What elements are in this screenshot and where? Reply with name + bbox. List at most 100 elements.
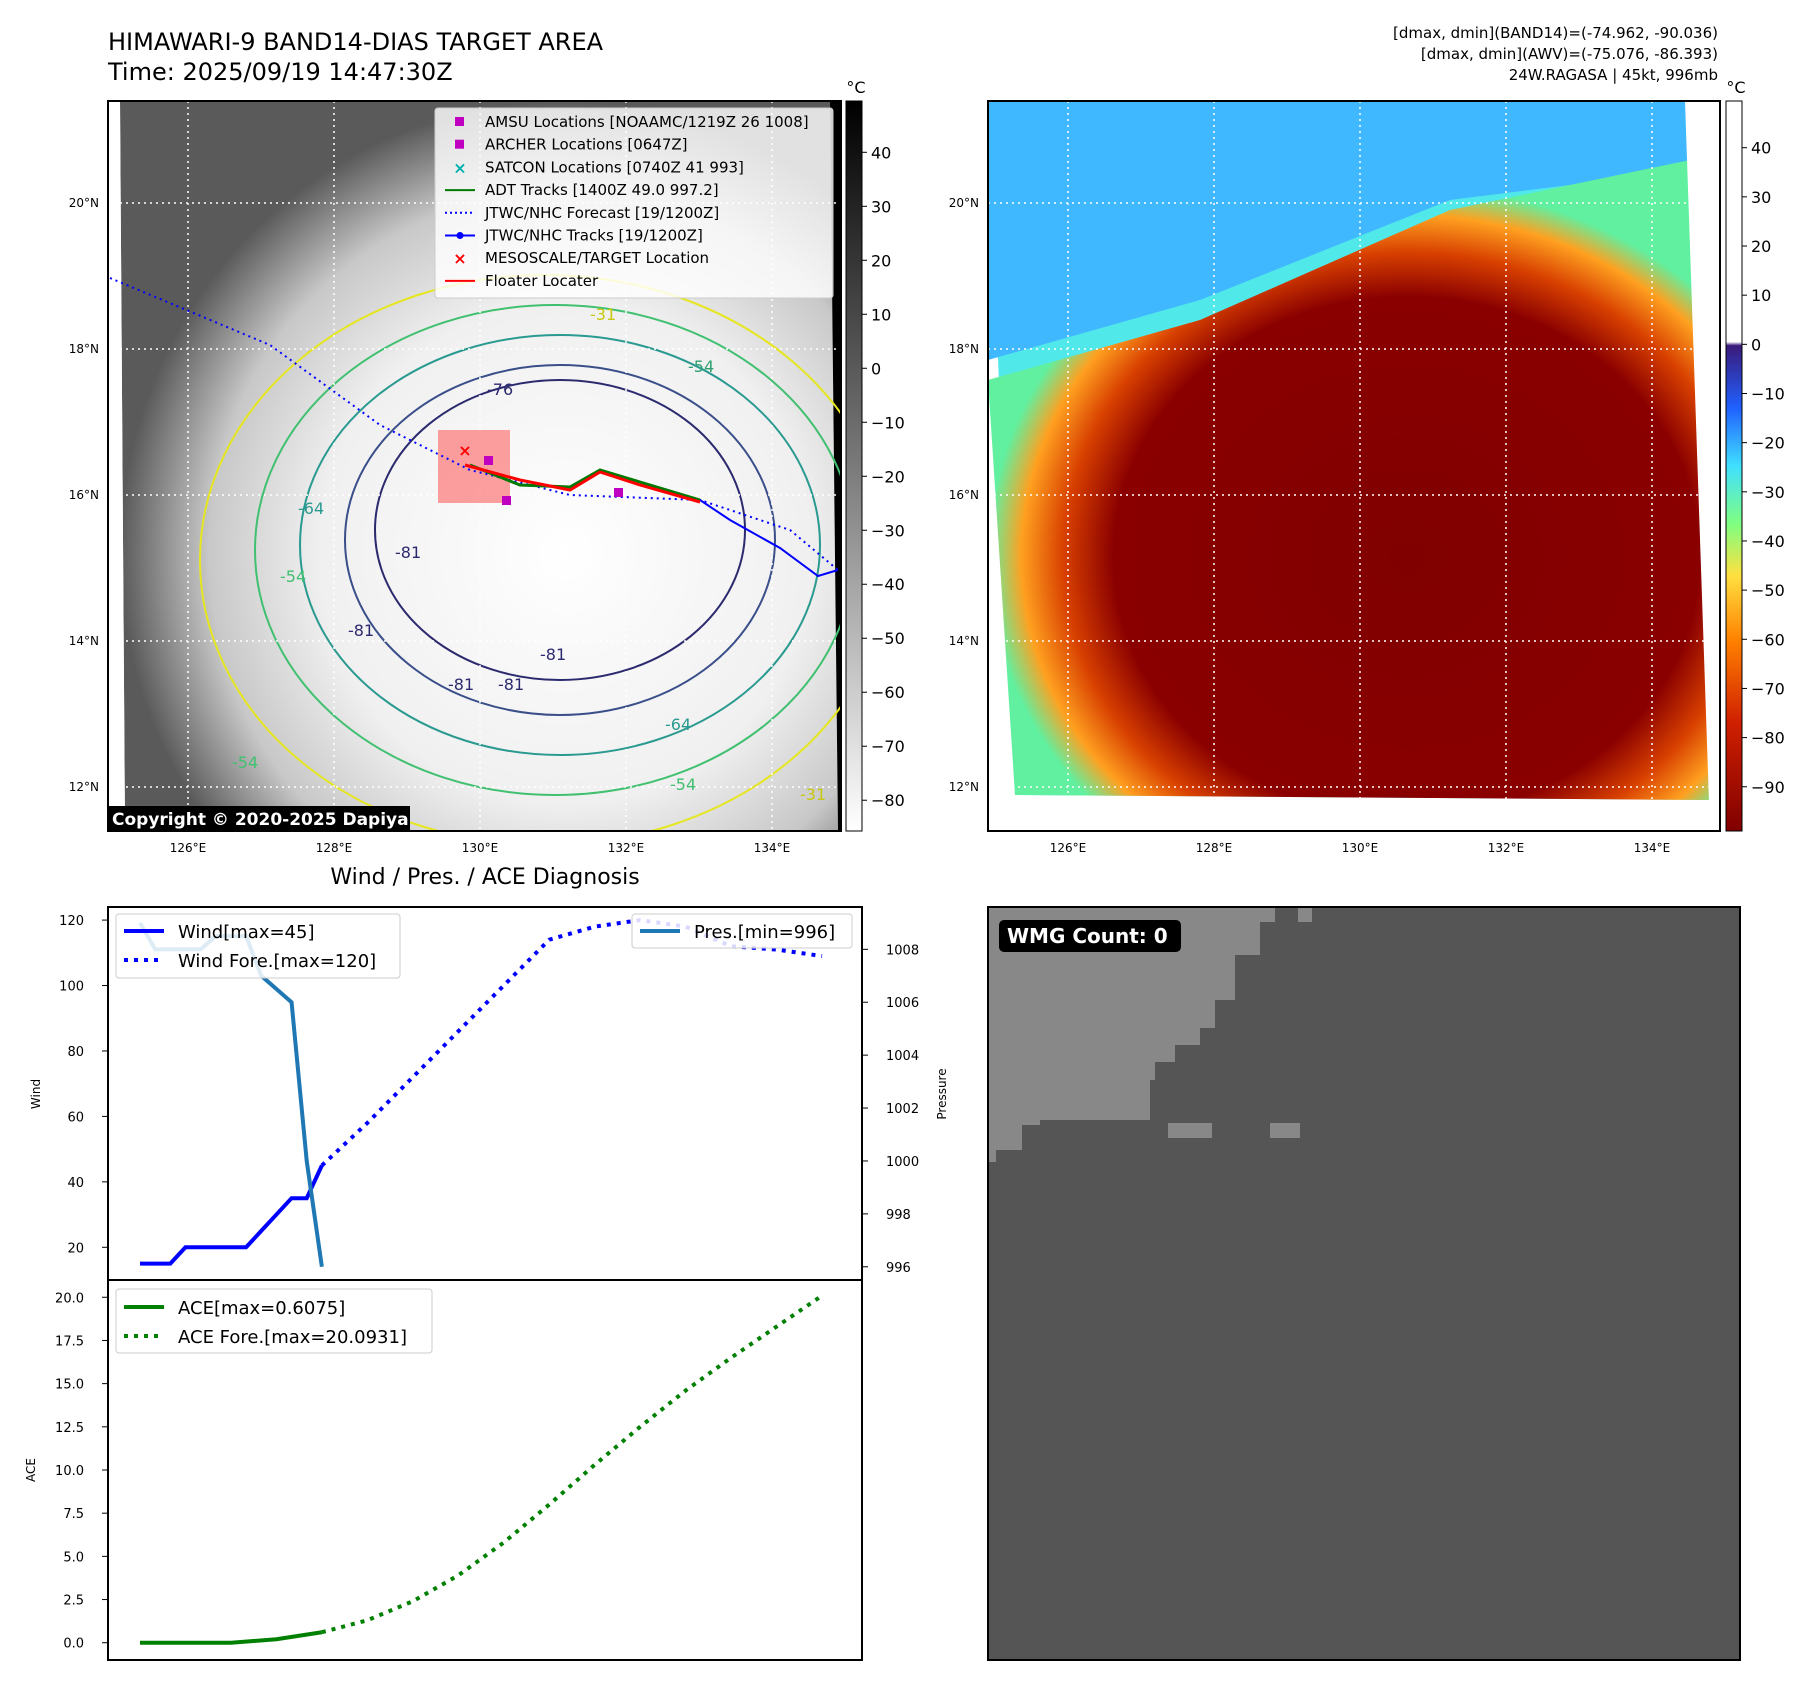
- contour-label: -76: [487, 380, 513, 399]
- dmax-band14-info: [dmax, dmin](BAND14)=(-74.962, -90.036): [1393, 24, 1718, 42]
- legend-label: SATCON Locations [0740Z 41 993]: [485, 158, 744, 176]
- ace-legend-box: [115, 1288, 433, 1354]
- wind-fore-legend-label: Wind Fore.[max=120]: [178, 951, 376, 972]
- lon-label: 132°E: [608, 841, 645, 855]
- colorbar-tick-label: −20: [871, 467, 905, 486]
- wmg-cell: [1298, 908, 1312, 922]
- adt-track: [469, 463, 701, 502]
- right-colorbar: °C 40 30 20 10 0 −10 −20 −30 −40 −50 −60 −70 −80 −90: [1725, 78, 1785, 832]
- awv-dry-region: [988, 101, 1690, 360]
- pressure-tick-label: 1002: [886, 1102, 919, 1117]
- lat-label: 18°N: [949, 342, 979, 356]
- lat-label: 14°N: [69, 634, 99, 648]
- pressure-tick-label: 998: [886, 1208, 911, 1223]
- pressure-axis-label: Pressure: [935, 1068, 949, 1119]
- ace-line: [140, 1630, 323, 1645]
- legend-label: AMSU Locations [NOAAMC/1219Z 26 1008]: [485, 113, 809, 131]
- contour-labels: -31 -54 -76 -64 -81 -81 -81 -81 -81 -64 …: [232, 305, 826, 804]
- legend-label: JTWC/NHC Tracks [19/1200Z]: [484, 227, 703, 245]
- lat-label: 12°N: [69, 780, 99, 794]
- colorbar-tick-label: 40: [1751, 139, 1771, 158]
- storm-info: 24W.RAGASA | 45kt, 996mb: [1509, 66, 1718, 84]
- colorbar-tick-label: −20: [1751, 434, 1785, 453]
- colorbar-tick-label: −30: [1751, 483, 1785, 502]
- legend-label: MESOSCALE/TARGET Location: [485, 249, 709, 267]
- wmg-region: [989, 908, 1275, 1162]
- lon-label: 126°E: [1050, 841, 1087, 855]
- wind-tick-label: 80: [67, 1045, 84, 1060]
- colorbar-tick-label: 30: [1751, 188, 1771, 207]
- lat-label: 16°N: [69, 488, 99, 502]
- awv-cloud-field: [988, 160, 1710, 800]
- contour-label: -54: [280, 567, 306, 586]
- colorbar-tick-label: −30: [871, 521, 905, 540]
- wind-tick-label: 60: [67, 1110, 84, 1125]
- lon-label: 128°E: [316, 841, 353, 855]
- ace-tick-label: 15.0: [55, 1378, 84, 1393]
- copyright-text: Copyright © 2020-2025 Dapiya: [112, 810, 409, 830]
- legend-marker: ×: [453, 158, 466, 177]
- wind-tick-label: 100: [59, 980, 84, 995]
- wmg-cell: [1270, 1123, 1300, 1138]
- contour-label: -31: [800, 785, 826, 804]
- wind-legend: Wind[max=45] Wind Fore.[max=120]: [115, 913, 401, 979]
- archer-marker: [502, 496, 511, 505]
- legend-marker: ×: [453, 249, 466, 268]
- wmg-cell: [1168, 1123, 1212, 1138]
- wind-tick-label: 120: [59, 914, 84, 929]
- legend-marker: [455, 117, 464, 126]
- ace-legend: ACE[max=0.6075] ACE Fore.[max=20.0931]: [115, 1288, 433, 1354]
- lon-label: 134°E: [1634, 841, 1671, 855]
- colorbar-tick-label: −60: [1751, 630, 1785, 649]
- legend-label: ARCHER Locations [0647Z]: [485, 136, 688, 154]
- pressure-tick-label: 1000: [886, 1155, 919, 1170]
- right-awv-map: [987, 100, 1721, 832]
- contour-label: -81: [540, 645, 566, 664]
- colorbar-tick-label: −40: [1751, 532, 1785, 551]
- ace-tick-label: 10.0: [55, 1464, 84, 1479]
- wmg-count-badge: [999, 920, 1181, 952]
- mesoscale-target-marker: ×: [458, 441, 471, 460]
- colorbar-tick-label: −80: [1751, 729, 1785, 748]
- wind-tick-label: 20: [67, 1241, 84, 1256]
- lon-label: 130°E: [1342, 841, 1379, 855]
- colorbar-tick-label: −50: [871, 629, 905, 648]
- ace-tick-label: 5.0: [63, 1550, 84, 1565]
- pressure-tick-label: 996: [886, 1261, 911, 1276]
- contour-label: -81: [448, 675, 474, 694]
- lat-label: 18°N: [69, 342, 99, 356]
- ace-fore-legend-label: ACE Fore.[max=20.0931]: [178, 1327, 407, 1348]
- legend-box: [434, 107, 834, 299]
- contour-label: -81: [348, 621, 374, 640]
- ace-axis-label: ACE: [24, 1458, 38, 1482]
- ace-tick-label: 17.5: [55, 1334, 84, 1349]
- ace-tick-label: 0.0: [63, 1637, 84, 1652]
- colorbar-tick-label: −10: [871, 413, 905, 432]
- lat-label: 12°N: [949, 780, 979, 794]
- colorbar-tick-label: −80: [871, 791, 905, 810]
- lat-label: 20°N: [69, 196, 99, 210]
- contour-label: -31: [590, 305, 616, 324]
- wind-tick-label: 40: [67, 1176, 84, 1191]
- contour-label: -64: [298, 499, 324, 518]
- colorbar-tick-label: −90: [1751, 778, 1785, 797]
- pressure-tick-label: 1006: [886, 996, 919, 1011]
- contour-81: [374, 379, 746, 681]
- colorbar-tick-label: 40: [871, 143, 891, 162]
- wind-legend-box: [115, 913, 401, 979]
- legend-label: Floater Locater: [485, 272, 599, 290]
- lat-label: 14°N: [949, 634, 979, 648]
- colorbar-tick-label: −10: [1751, 384, 1785, 403]
- colorbar-tick-label: −50: [1751, 581, 1785, 600]
- timestamp: Time: 2025/09/19 14:47:30Z: [107, 58, 453, 86]
- ace-tick-label: 12.5: [55, 1421, 84, 1436]
- lon-label: 134°E: [754, 841, 791, 855]
- contour-label: -54: [670, 775, 696, 794]
- lon-label: 130°E: [462, 841, 499, 855]
- right-colorbar-unit: °C: [1726, 78, 1745, 97]
- left-colorbar: °C 40 30 20 10 0 −10 −20 −30 −40 −50 −60 −70 −80: [845, 78, 905, 832]
- colorbar-tick-label: 30: [871, 197, 891, 216]
- colorbar-tick-label: 10: [1751, 286, 1771, 305]
- lon-label: 128°E: [1196, 841, 1233, 855]
